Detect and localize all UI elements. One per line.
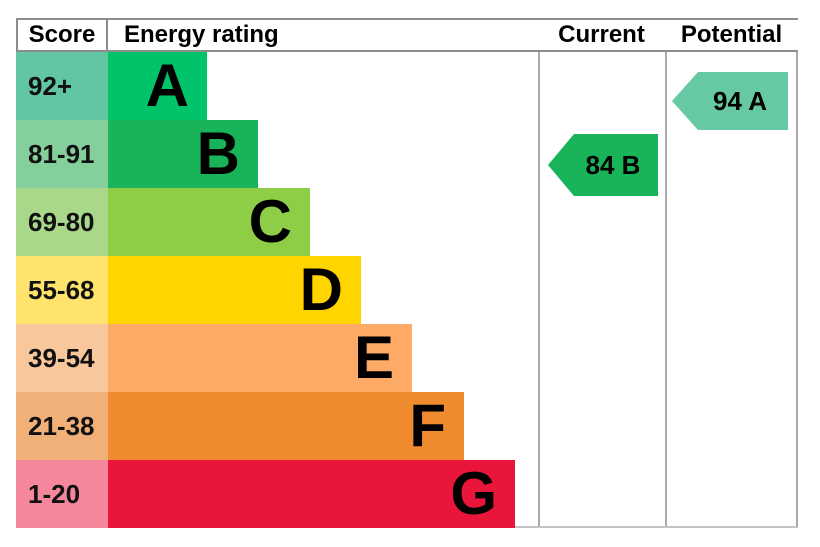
band-letter: F: [409, 392, 446, 459]
band-bar-a: A: [108, 52, 207, 120]
band-letter: G: [450, 460, 497, 527]
potential-rating-arrow: 94 A: [672, 72, 788, 130]
band-score-range: 21-38: [16, 392, 108, 460]
column-header-score: Score: [16, 20, 108, 50]
column-header-current: Current: [558, 21, 645, 48]
rating-table: Score Energy rating Current Potential 92…: [16, 18, 798, 528]
band-bar-b: B: [108, 120, 258, 188]
band-row-e: 39-54 E: [16, 324, 538, 392]
band-score-range: 81-91: [16, 120, 108, 188]
table-right-border: [796, 18, 798, 528]
band-letter: E: [353, 324, 394, 391]
band-bar-f: F: [108, 392, 464, 460]
column-header-potential: Potential: [680, 21, 783, 48]
potential-column-left-border: [665, 18, 667, 528]
band-row-c: 69-80 C: [16, 188, 538, 256]
band-rows: 92+ A 81-91 B 69-80 C 55-68 D 39-54 E 21-38 F 1-20 G: [16, 52, 538, 528]
band-score-range: 39-54: [16, 324, 108, 392]
band-row-a: 92+ A: [16, 52, 538, 120]
potential-rating-label: 94 A: [713, 85, 767, 116]
band-score-range: 69-80: [16, 188, 108, 256]
band-score-range: 55-68: [16, 256, 108, 324]
band-bar-d: D: [108, 256, 361, 324]
current-rating-label: 84 B: [585, 149, 641, 180]
band-score-range: 1-20: [16, 460, 108, 528]
band-letter: B: [196, 120, 240, 187]
band-row-f: 21-38 F: [16, 392, 538, 460]
band-score-range: 92+: [16, 52, 108, 120]
band-letter: A: [145, 52, 189, 119]
band-row-b: 81-91 B: [16, 120, 538, 188]
band-bar-c: C: [108, 188, 310, 256]
column-header-energy-rating: Energy rating: [124, 21, 279, 48]
band-bar-e: E: [108, 324, 412, 392]
table-header-row: Score Energy rating Current Potential: [16, 18, 798, 52]
band-bar-g: G: [108, 460, 515, 528]
band-row-g: 1-20 G: [16, 460, 538, 528]
current-rating-arrow: 84 B: [548, 134, 658, 196]
band-letter: C: [248, 188, 292, 255]
band-row-d: 55-68 D: [16, 256, 538, 324]
current-column-left-border: [538, 18, 540, 528]
band-letter: D: [299, 256, 343, 323]
